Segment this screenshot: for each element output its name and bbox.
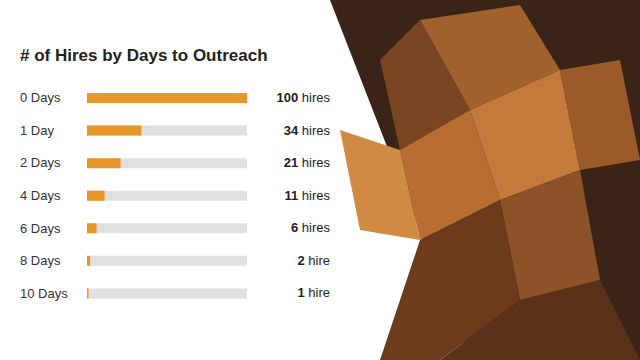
svg-text:21 hires: 21 hires [284,155,331,170]
svg-text:100 hires: 100 hires [277,90,331,105]
svg-text:0 Days: 0 Days [20,90,61,105]
svg-text:8 Days: 8 Days [20,253,61,268]
svg-text:1 hire: 1 hire [297,285,330,300]
svg-text:11 hires: 11 hires [284,188,330,203]
svg-text:6 hires: 6 hires [291,220,331,235]
svg-text:4 Days: 4 Days [20,188,61,203]
svg-text:34 hires: 34 hires [284,123,331,138]
svg-text:2 hire: 2 hire [297,253,330,268]
svg-text:1 Day: 1 Day [20,123,54,138]
html-text:# of Hires by Days to Outreach: # of Hires by Days to Outreach [20,46,268,65]
svg-text:10 Days: 10 Days [20,286,68,301]
svg-text:2 Days: 2 Days [20,155,61,170]
svg-text:6 Days: 6 Days [20,221,61,236]
